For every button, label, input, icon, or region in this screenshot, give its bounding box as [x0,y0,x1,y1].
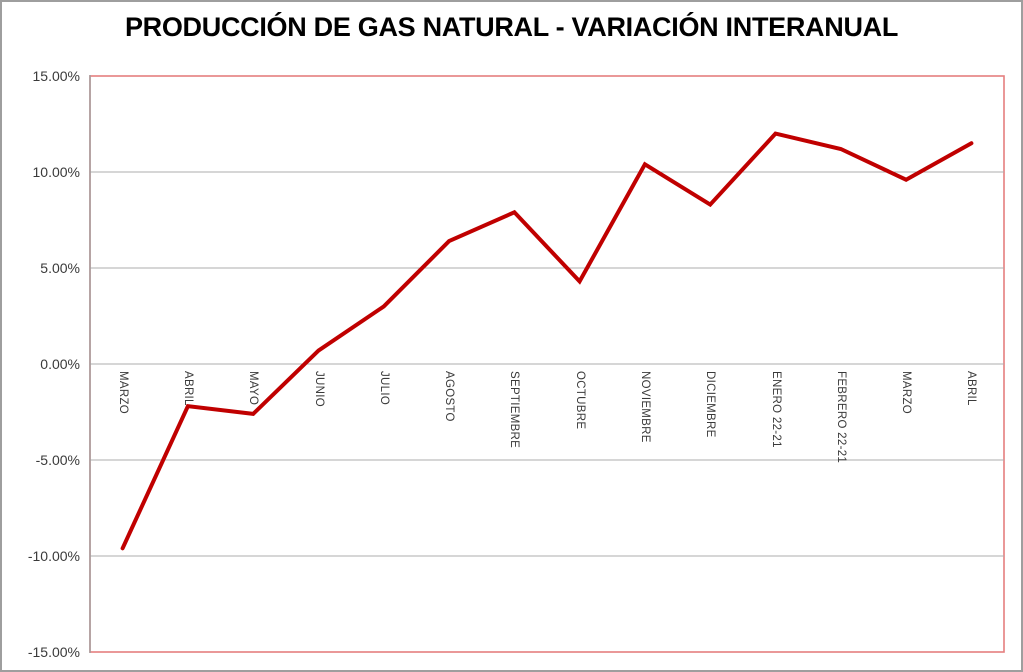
y-axis-tick-label: 15.00% [32,68,80,84]
y-axis-tick-label: -10.00% [27,548,80,564]
x-axis-category-label: MARZO [900,371,913,415]
x-axis-category-label: OCTUBRE [573,371,586,430]
x-axis-category-label: FEBRERO 22-21 [834,371,847,464]
x-axis-category-label: JULIO [377,371,390,406]
x-axis-category-label: MAYO [247,371,260,406]
y-axis-tick-label: -5.00% [35,452,80,468]
x-axis-category-label: MARZO [116,371,129,415]
x-axis-category-label: AGOSTO [443,371,456,422]
x-axis-category-label: ABRIL [181,371,194,406]
chart-title: PRODUCCIÓN DE GAS NATURAL - VARIACIÓN IN… [124,12,899,42]
x-axis-category-label: ABRIL [965,371,978,406]
data-line-series [120,131,974,551]
y-axis-tick-label: 10.00% [32,164,80,180]
y-axis-tick-label: 0.00% [40,356,80,372]
x-axis-category-label: NOVIEMBRE [638,371,651,443]
x-axis-category-label: ENERO 22-21 [769,371,782,448]
x-axis-category-label: DICIEMBRE [704,371,717,438]
x-axis-category-label: SEPTIEMBRE [508,371,521,449]
x-axis-category-label: JUNIO [312,371,325,407]
y-axis-tick-label: 5.00% [40,260,80,276]
y-axis-tick-label: -15.00% [27,644,80,660]
